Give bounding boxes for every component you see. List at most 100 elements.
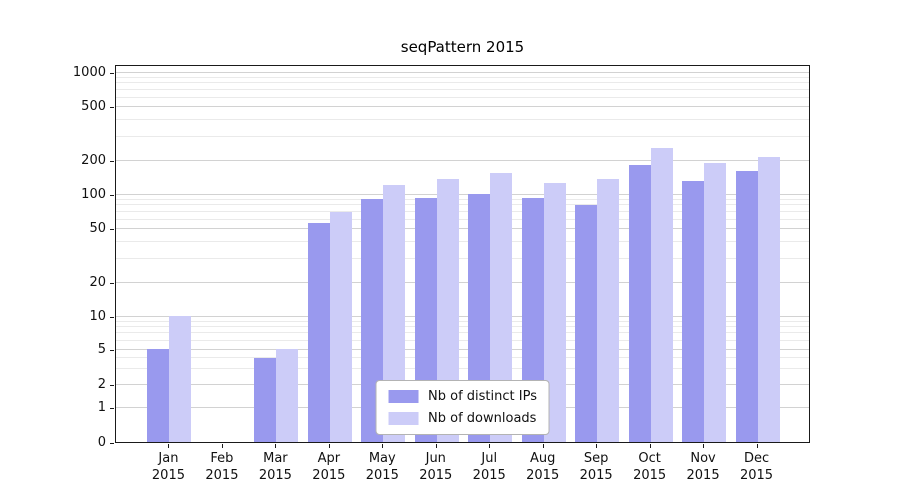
gridline-minor-60 (116, 218, 809, 220)
xlabel-month-feb: Feb (210, 451, 234, 466)
xlabel-dec: Dec 2015 (725, 451, 789, 485)
xlabel-year-sep: 2015 (579, 467, 613, 483)
xlabel-mar: Mar 2015 (243, 451, 307, 485)
gridline-minor-3 (116, 368, 809, 370)
xtick-mark-mar (275, 444, 277, 448)
legend-item-downloads: Nb of downloads (388, 411, 537, 426)
ytick-label-2: 2 (97, 377, 106, 392)
xlabel-oct: Oct 2015 (618, 451, 682, 485)
legend-item-distinct-ips: Nb of distinct IPs (388, 389, 537, 404)
gridline-minor-400 (116, 118, 809, 120)
xlabel-month-apr: Apr (317, 451, 341, 466)
bar-nb-of-downloads-jun (436, 179, 459, 442)
xlabel-month-oct: Oct (638, 451, 661, 466)
bar-nb-of-distinct-ips-jan (147, 349, 170, 442)
ytick-mark-100 (110, 195, 114, 196)
bar-nb-of-downloads-dec (757, 157, 780, 442)
gridline-5 (116, 348, 809, 350)
xtick-mark-jan (168, 444, 170, 448)
legend-swatch-downloads (388, 412, 419, 425)
ytick-label-1: 1 (97, 400, 106, 415)
gridline-minor-7 (116, 332, 809, 334)
ytick-mark-0 (110, 443, 114, 444)
gridline-minor-8 (116, 326, 809, 328)
xlabel-month-jun: Jun (425, 451, 446, 466)
xlabel-month-sep: Sep (583, 451, 609, 466)
xlabel-aug: Aug 2015 (511, 451, 575, 485)
xlabel-year-jan: 2015 (151, 467, 185, 483)
gridline-minor-90 (116, 198, 809, 200)
bar-nb-of-downloads-aug (543, 183, 566, 442)
ytick-mark-2 (110, 385, 114, 386)
ytick-mark-500 (110, 107, 114, 108)
gridline-minor-300 (116, 135, 809, 137)
gridline-10 (116, 315, 809, 317)
xlabel-sep: Sep 2015 (564, 451, 628, 485)
xlabel-jun: Jun 2015 (404, 451, 468, 485)
ytick-mark-50 (110, 229, 114, 230)
xtick-mark-jul (489, 444, 491, 448)
xtick-mark-oct (649, 444, 651, 448)
gridline-minor-6 (116, 339, 809, 341)
xlabel-year-feb: 2015 (205, 467, 239, 483)
gridline-minor-40 (116, 240, 809, 242)
xtick-mark-dec (756, 444, 758, 448)
ytick-label-0: 0 (97, 435, 106, 450)
gridline-200 (116, 159, 809, 161)
gridline-1000 (116, 71, 809, 73)
legend-label-distinct-ips: Nb of distinct IPs (428, 389, 537, 404)
xlabel-feb: Feb 2015 (190, 451, 254, 485)
gridline-20 (116, 281, 809, 283)
xtick-mark-jun (435, 444, 437, 448)
ytick-mark-1000 (110, 73, 114, 74)
gridline-minor-9 (116, 320, 809, 322)
xtick-mark-nov (703, 444, 705, 448)
xlabel-month-aug: Aug (529, 451, 556, 466)
xlabel-month-dec: Dec (743, 451, 770, 466)
xtick-mark-aug (542, 444, 544, 448)
ytick-label-1000: 1000 (72, 65, 106, 80)
bar-nb-of-downloads-mar (276, 349, 299, 442)
bar-nb-of-distinct-ips-oct (628, 165, 651, 442)
ytick-mark-5 (110, 350, 114, 351)
xlabel-year-apr: 2015 (312, 467, 346, 483)
bar-nb-of-downloads-may (383, 185, 406, 442)
legend-swatch-distinct-ips (388, 390, 419, 403)
gridline-minor-600 (116, 96, 809, 98)
chart-title: seqPattern 2015 (400, 38, 525, 56)
bar-nb-of-distinct-ips-sep (575, 204, 598, 442)
ytick-mark-200 (110, 161, 114, 162)
ytick-label-20: 20 (89, 275, 106, 290)
ytick-label-100: 100 (81, 187, 106, 202)
xlabel-year-nov: 2015 (686, 467, 720, 483)
xlabel-month-jul: Jul (481, 451, 498, 466)
ytick-label-200: 200 (81, 153, 106, 168)
legend-label-downloads: Nb of downloads (428, 411, 537, 426)
xlabel-month-jan: Jan (158, 451, 179, 466)
ytick-label-10: 10 (89, 309, 106, 324)
plot-area: Nb of distinct IPs Nb of downloads (115, 65, 810, 443)
xlabel-jul: Jul 2015 (457, 451, 521, 485)
ytick-label-50: 50 (89, 221, 106, 236)
xlabel-may: May 2015 (350, 451, 414, 485)
xlabel-year-aug: 2015 (526, 467, 560, 483)
ytick-label-500: 500 (81, 99, 106, 114)
bar-nb-of-downloads-sep (597, 179, 620, 442)
gridline-minor-70 (116, 211, 809, 212)
xtick-mark-may (382, 444, 384, 448)
gridline-minor-30 (116, 257, 809, 259)
gridline-minor-4 (116, 357, 809, 359)
bar-nb-of-distinct-ips-apr (307, 223, 330, 442)
xlabel-year-mar: 2015 (258, 467, 292, 483)
ytick-label-5: 5 (97, 342, 106, 357)
xlabel-year-jun: 2015 (419, 467, 453, 483)
ytick-mark-20 (110, 283, 114, 284)
xlabel-month-mar: Mar (263, 451, 288, 466)
bar-nb-of-downloads-jul (490, 172, 513, 442)
legend: Nb of distinct IPs Nb of downloads (375, 380, 550, 435)
gridline-minor-80 (116, 204, 809, 206)
bar-nb-of-downloads-nov (704, 162, 727, 442)
xtick-mark-apr (328, 444, 330, 448)
bar-nb-of-distinct-ips-mar (254, 357, 277, 442)
